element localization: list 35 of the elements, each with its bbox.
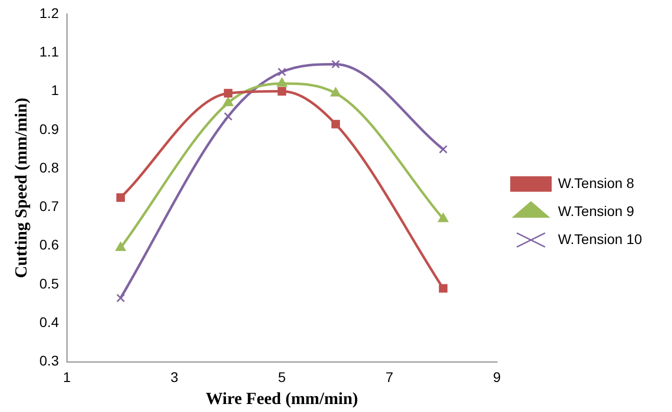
y-tick-label: 0.6 [39,236,60,253]
legend-label: W.Tension 10 [558,230,642,247]
point [116,193,125,202]
y-tick-label: 0.9 [39,120,60,137]
point [438,213,448,222]
y-axis-title: Cutting Speed (mm/min) [12,98,31,278]
point [116,242,126,252]
point [278,68,286,76]
x-tick-label: 1 [62,369,71,386]
x-tick-label: 5 [278,369,286,386]
point [278,87,286,96]
point [224,88,232,98]
point [224,112,232,121]
x-axis-title: Wire Feed (mm/min) [206,389,358,408]
y-tick-label: 1.1 [39,44,60,60]
point [331,60,340,69]
point [330,87,341,96]
y-tick-label: 0.7 [39,198,60,214]
legend-label: W.Tension 8 [558,174,634,191]
x-tick-label: 7 [386,369,394,386]
y-tick-label: 0.4 [39,314,60,330]
point [438,144,448,154]
y-tick-label: 0.8 [39,159,60,176]
y-tick-label: 0.3 [39,352,60,369]
x-tick-label: 3 [170,369,178,386]
legend-label: W.Tension 9 [558,202,634,219]
point [223,97,234,106]
x-tick-label: 9 [493,369,502,386]
point [438,284,448,293]
y-tick-label: 0.5 [39,275,60,292]
y-tick-label: 1 [51,82,60,98]
point [276,78,287,87]
point [331,120,340,128]
point [116,294,125,302]
y-tick-label: 1.2 [39,4,60,21]
